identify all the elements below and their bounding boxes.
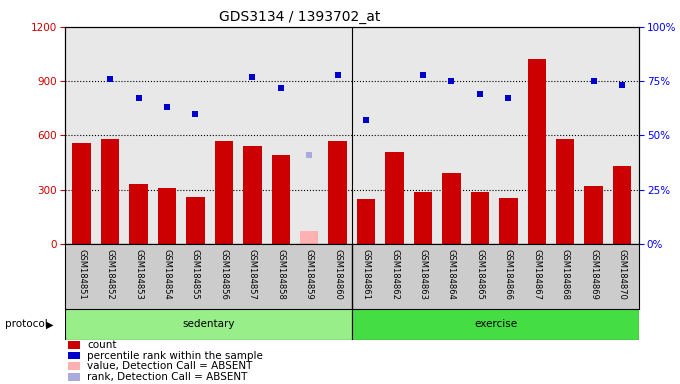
Bar	[413, 192, 432, 244]
Bar	[158, 188, 176, 244]
Text: GSM184855: GSM184855	[191, 249, 200, 300]
Text: GSM184865: GSM184865	[475, 249, 484, 300]
Bar	[613, 166, 631, 244]
Text: percentile rank within the sample: percentile rank within the sample	[87, 351, 263, 361]
Bar	[528, 60, 546, 244]
Bar	[129, 184, 148, 244]
Bar	[584, 186, 603, 244]
Text: GSM184868: GSM184868	[561, 249, 570, 300]
Text: GSM184862: GSM184862	[390, 249, 399, 300]
Bar	[300, 231, 318, 244]
Text: GSM184870: GSM184870	[617, 249, 627, 300]
Text: ▶: ▶	[46, 319, 54, 329]
Bar	[556, 139, 575, 244]
Text: GSM184859: GSM184859	[305, 249, 313, 300]
Text: GSM184856: GSM184856	[220, 249, 228, 300]
Text: GSM184863: GSM184863	[418, 249, 428, 300]
Text: value, Detection Call = ABSENT: value, Detection Call = ABSENT	[87, 361, 252, 371]
Text: count: count	[87, 340, 116, 350]
Bar	[442, 173, 461, 244]
Text: GSM184866: GSM184866	[504, 249, 513, 300]
Bar	[386, 152, 404, 244]
Bar	[357, 199, 375, 244]
Bar	[328, 141, 347, 244]
Bar	[352, 309, 639, 340]
Text: GSM184851: GSM184851	[77, 249, 86, 300]
Bar	[243, 146, 262, 244]
Bar	[186, 197, 205, 244]
Text: GSM184854: GSM184854	[163, 249, 171, 300]
Text: protocol: protocol	[5, 319, 48, 329]
Bar	[471, 192, 489, 244]
Text: GSM184858: GSM184858	[276, 249, 286, 300]
Text: sedentary: sedentary	[182, 319, 235, 329]
Bar	[215, 141, 233, 244]
Bar	[65, 309, 352, 340]
Bar	[101, 139, 120, 244]
Text: rank, Detection Call = ABSENT: rank, Detection Call = ABSENT	[87, 372, 248, 382]
Bar	[499, 198, 517, 244]
Text: GSM184864: GSM184864	[447, 249, 456, 300]
Text: exercise: exercise	[474, 319, 517, 329]
Bar	[73, 144, 91, 244]
Text: GSM184860: GSM184860	[333, 249, 342, 300]
Text: GSM184852: GSM184852	[105, 249, 115, 300]
Text: GSM184853: GSM184853	[134, 249, 143, 300]
Text: GSM184867: GSM184867	[532, 249, 541, 300]
Text: GSM184869: GSM184869	[589, 249, 598, 300]
Text: GSM184861: GSM184861	[362, 249, 371, 300]
Bar	[271, 155, 290, 244]
Text: GSM184857: GSM184857	[248, 249, 257, 300]
Text: GDS3134 / 1393702_at: GDS3134 / 1393702_at	[218, 10, 380, 23]
